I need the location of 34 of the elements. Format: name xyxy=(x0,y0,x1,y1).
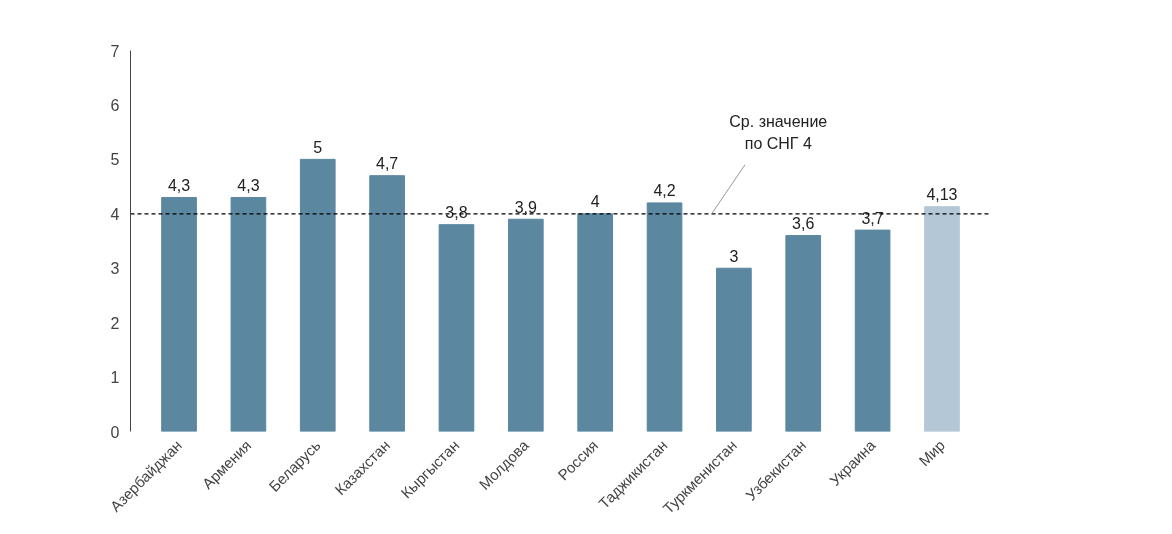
bar xyxy=(507,218,544,432)
bar xyxy=(369,175,405,432)
bar xyxy=(924,206,960,432)
bar xyxy=(716,267,752,432)
ref-line-label: Ср. значение по СНГ 4 xyxy=(729,113,828,153)
bar xyxy=(299,158,336,432)
y-tick-label: 3 xyxy=(110,260,120,278)
y-tick-label: 5 xyxy=(110,151,120,169)
data-label: 3 xyxy=(729,247,739,265)
bar xyxy=(577,213,614,432)
bar xyxy=(161,196,197,432)
data-label: 3,8 xyxy=(445,204,468,222)
y-tick-label: 4 xyxy=(110,205,120,223)
data-label: 4,2 xyxy=(653,182,676,200)
data-label: 3,9 xyxy=(514,198,538,216)
x-tick-label: Мир xyxy=(915,436,948,470)
y-tick-label: 2 xyxy=(110,314,120,332)
bar xyxy=(785,235,822,432)
y-tick-label: 7 xyxy=(110,42,120,60)
data-label: 3,7 xyxy=(861,209,884,227)
data-label: 4,7 xyxy=(375,155,399,173)
data-label: 4,3 xyxy=(237,176,260,194)
y-tick-label: 0 xyxy=(110,423,120,441)
data-label: 4,13 xyxy=(926,186,958,204)
data-label: 4 xyxy=(590,193,600,211)
data-label: 3,6 xyxy=(792,215,815,233)
bar xyxy=(230,196,267,432)
y-tick-label: 6 xyxy=(110,96,120,114)
y-tick-label: 1 xyxy=(110,369,120,387)
bar xyxy=(438,224,475,432)
data-label: 5 xyxy=(313,138,323,156)
bar xyxy=(646,202,683,432)
bar xyxy=(854,229,891,432)
data-label: 4,3 xyxy=(167,176,191,194)
